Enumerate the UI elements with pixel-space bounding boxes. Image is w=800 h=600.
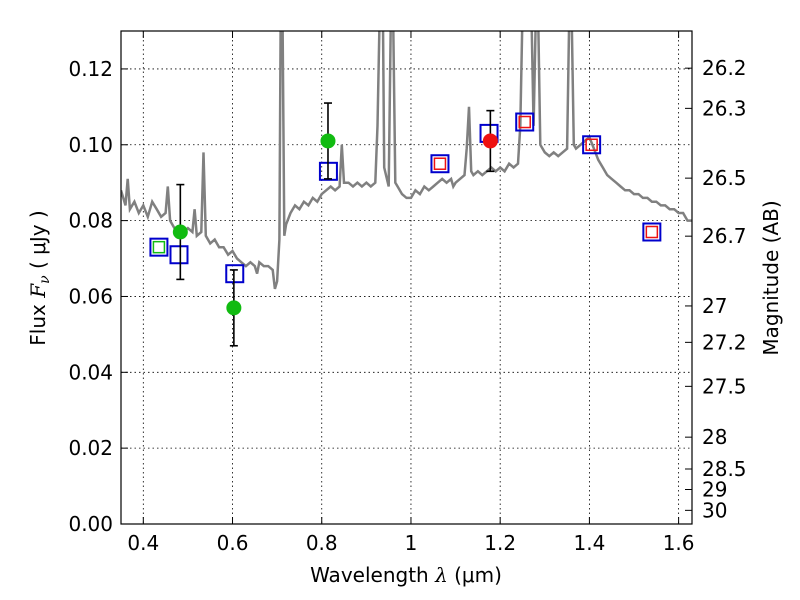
model-box (642, 222, 662, 242)
model-box-inner (645, 225, 659, 239)
model-box (149, 237, 169, 257)
x-axis-label: Wavelength λ (μm) (310, 563, 502, 587)
data-marks (149, 102, 662, 347)
y-tick-label: 0.04 (68, 360, 113, 384)
y-tick-label: 0.02 (68, 436, 113, 460)
observed-point (172, 224, 188, 240)
y-tick-label: 0.12 (68, 57, 113, 81)
mag-tick-label: 29 (702, 477, 727, 501)
right-axis-label: Magnitude (AB) (759, 200, 783, 355)
plot-frame (120, 30, 693, 525)
model-box (430, 154, 450, 174)
model-box-inner (152, 240, 166, 254)
mag-tick-label: 26.7 (702, 224, 747, 248)
mag-tick-label: 27.2 (702, 330, 747, 354)
x-tick-label: 0.6 (217, 531, 249, 555)
observed-point (226, 300, 242, 316)
y-tick-label: 0.10 (68, 133, 113, 157)
axis-ticks: 0.4 0.6 0.8 1 1.2 1.4 1.6 0.00 0.02 0.04 0.06 0.08 0… (68, 31, 747, 555)
mag-tick-label: 27 (702, 294, 727, 318)
mag-tick-label: 30 (702, 498, 727, 522)
x-tick-label: 1.4 (573, 531, 605, 555)
model-box-inner (585, 138, 598, 152)
mag-tick-label: 27.5 (702, 374, 747, 398)
observed-point (482, 133, 498, 149)
x-tick-label: 1.2 (484, 531, 516, 555)
spectrum-layer (121, 31, 692, 290)
x-tick-label: 1 (405, 531, 418, 555)
x-tick-label: 0.8 (306, 531, 338, 555)
x-tick-label: 1.6 (663, 531, 695, 555)
mag-tick-label: 26.5 (702, 166, 747, 190)
model-box (515, 112, 535, 132)
model-box (225, 264, 245, 284)
mag-tick-label: 28.5 (702, 457, 747, 481)
y-axis-label: Flux Fν ( μJy ) (26, 210, 53, 345)
y-tick-label: 0.08 (68, 209, 113, 233)
mag-tick-label: 26.3 (702, 96, 747, 120)
mag-tick-label: 26.2 (702, 56, 747, 80)
x-tick-label: 0.4 (127, 531, 159, 555)
spectrum-line (121, 31, 692, 290)
observed-point (320, 133, 336, 149)
model-box (582, 135, 602, 155)
y-tick-label: 0.06 (68, 284, 113, 308)
model-box-inner (518, 115, 531, 129)
mag-tick-label: 28 (702, 425, 727, 449)
model-box (169, 245, 189, 265)
model-box-inner (433, 157, 447, 170)
y-tick-label: 0.00 (68, 512, 113, 536)
grid (121, 31, 692, 525)
